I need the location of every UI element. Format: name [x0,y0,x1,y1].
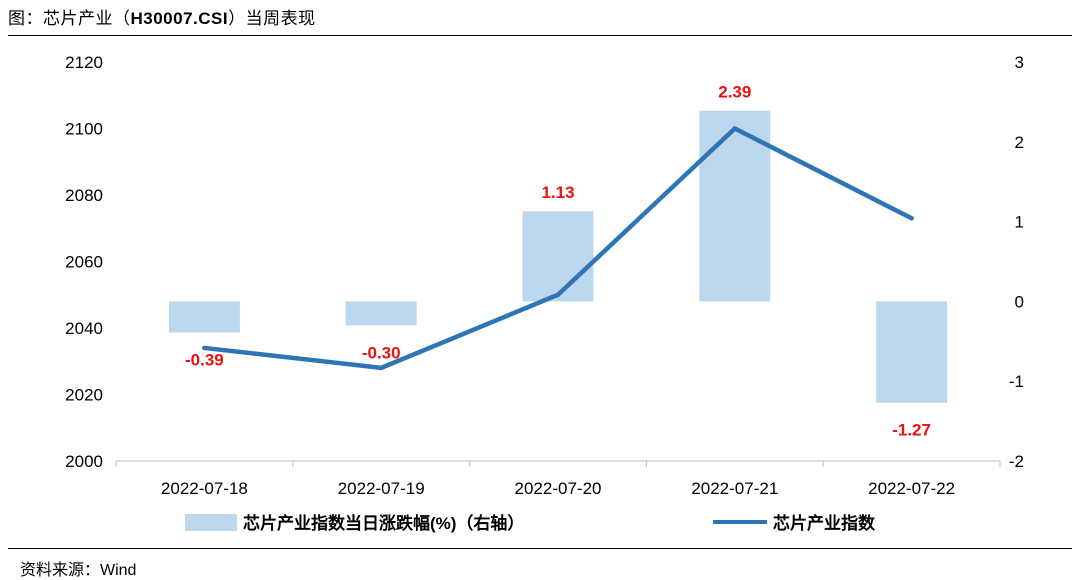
line-point [202,345,207,351]
right-axis-tick-label: -1 [1009,372,1024,391]
left-axis-tick-label: 2120 [65,53,103,72]
x-axis-tick-label: 2022-07-22 [868,479,955,498]
line-series [202,126,914,371]
legend-bar-label: 芯片产业指数当日涨跌幅(%)（右轴） [243,513,524,533]
right-axis-tick-label: 1 [1015,213,1024,232]
data-label: -0.30 [362,343,401,362]
bar [345,301,417,326]
x-axis-tick-label: 2022-07-21 [691,479,778,498]
line-point [909,216,914,221]
data-labels: -0.39 -0.30 1.13 2.39 -1.27 [185,83,931,440]
bottom-rule [8,548,1072,549]
legend-line-label: 芯片产业指数 [773,513,876,533]
x-axis-tick-label: 2022-07-18 [161,479,248,498]
left-axis-tick-label: 2080 [65,186,103,205]
chart-title: 图：芯片产业（H30007.CSI）当周表现 [8,9,316,28]
left-axis-tick-label: 2060 [65,253,103,272]
x-axis-tick-label: 2022-07-20 [515,479,602,498]
data-label: -1.27 [892,421,931,440]
data-label: -0.39 [185,351,224,370]
bar [522,211,594,302]
source-note: 资料来源：Wind [20,562,137,579]
legend: 芯片产业指数当日涨跌幅(%)（右轴） 芯片产业指数 [185,513,876,533]
bar [876,301,948,403]
top-rule [8,35,1072,36]
left-axis-ticks: 2000 2020 2040 2060 2080 2100 2120 [65,53,103,471]
right-axis-ticks: -2 -1 0 1 2 3 [1009,53,1024,471]
bar-series [168,110,948,403]
left-axis-tick-label: 2100 [65,120,103,139]
x-axis-ticks: 2022-07-18 2022-07-19 2022-07-20 2022-07-21… [115,461,1001,498]
left-axis-tick-label: 2000 [65,452,103,471]
left-axis-tick-label: 2020 [65,386,103,405]
right-axis-tick-label: 0 [1015,292,1024,311]
left-axis-tick-label: 2040 [65,319,103,338]
right-axis-tick-label: -2 [1009,452,1024,471]
x-axis-tick-label: 2022-07-19 [338,479,425,498]
right-axis-tick-label: 2 [1015,133,1024,152]
data-label: 2.39 [718,83,751,102]
right-axis-tick-label: 3 [1015,53,1024,72]
legend-bar-swatch [185,514,237,531]
line-point [555,292,561,297]
line-point [732,126,737,131]
data-label: 1.13 [541,183,574,202]
bar [168,301,240,333]
line-point [379,365,384,371]
